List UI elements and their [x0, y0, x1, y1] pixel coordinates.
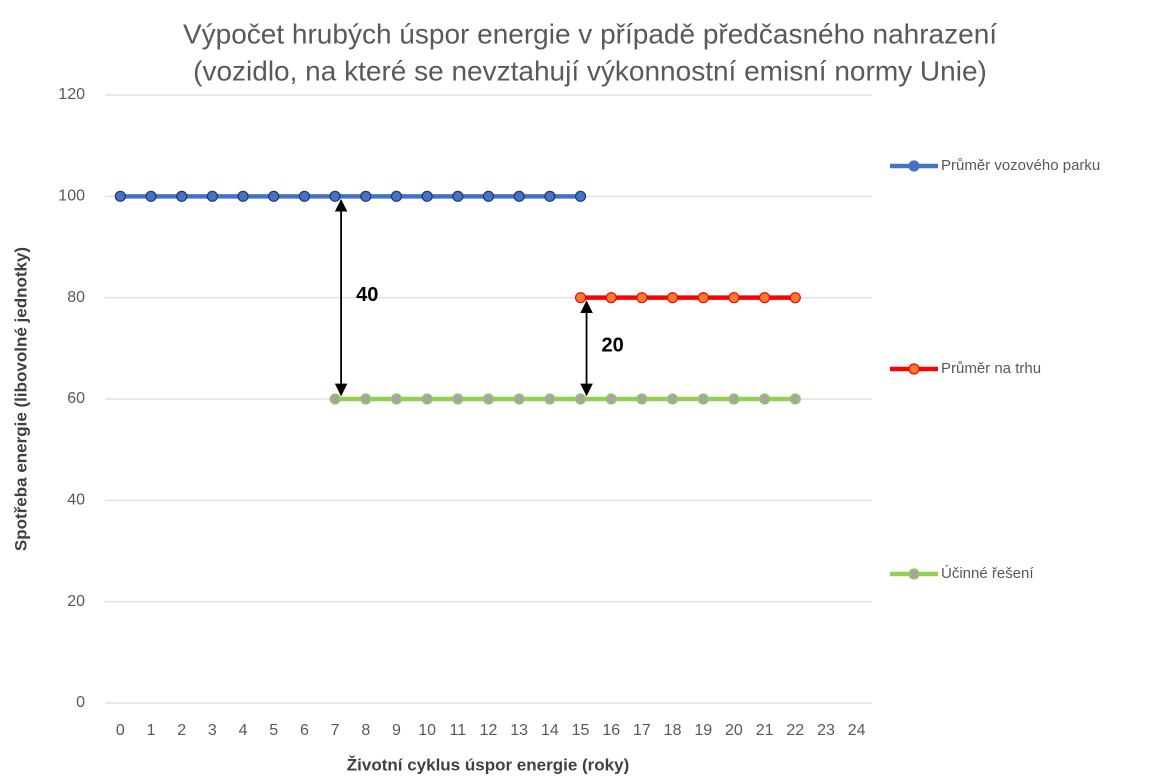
y-tick-label: 20	[67, 593, 85, 610]
data-point	[666, 292, 679, 304]
data-point	[544, 393, 556, 405]
y-tick-label: 120	[58, 86, 85, 103]
data-point	[759, 292, 771, 304]
data-point	[697, 292, 709, 304]
y-axis-title: Spotřeba energie (libovolné jednotky)	[11, 247, 30, 551]
legend-label: Průměr vozového parku	[941, 157, 1100, 174]
data-point	[145, 190, 157, 202]
data-point	[789, 393, 801, 405]
data-point	[482, 393, 495, 405]
data-point	[513, 393, 525, 405]
data-point	[697, 393, 709, 405]
data-point	[728, 393, 740, 405]
legend-marker	[908, 160, 920, 172]
data-point	[452, 393, 464, 405]
data-point	[605, 393, 617, 405]
data-point	[759, 393, 771, 405]
data-point	[176, 190, 188, 202]
data-point	[452, 190, 464, 202]
data-point	[329, 393, 341, 405]
legend-label: Průměr na trhu	[941, 360, 1041, 377]
legend-label: Účinné řešení	[941, 565, 1034, 582]
data-point	[636, 393, 648, 405]
data-point	[421, 393, 433, 405]
x-tick-label: 2	[177, 722, 186, 739]
chart-title: (vozidlo, na které se nevztahují výkonno…	[193, 55, 987, 86]
data-point	[636, 292, 648, 304]
legend-marker	[908, 568, 920, 580]
x-tick-label: 11	[450, 722, 467, 739]
chart-title: Výpočet hrubých úspor energie v případě …	[183, 18, 997, 49]
x-tick-label: 19	[694, 722, 712, 739]
data-point	[298, 190, 311, 202]
x-tick-label: 16	[602, 722, 620, 739]
x-axis-title: Životní cyklus úspor energie (roky)	[347, 755, 629, 774]
x-tick-label: 7	[331, 722, 340, 739]
data-point	[513, 190, 525, 202]
data-point	[268, 190, 280, 202]
y-tick-label: 100	[58, 188, 85, 205]
data-point	[329, 190, 341, 202]
x-tick-label: 12	[480, 722, 498, 739]
data-point	[574, 292, 587, 304]
x-tick-label: 3	[208, 722, 217, 739]
x-tick-label: 0	[116, 722, 125, 739]
x-tick-label: 21	[756, 722, 774, 739]
annotation-label: 40	[356, 284, 378, 306]
data-point	[605, 292, 617, 304]
data-point	[206, 190, 218, 202]
x-tick-label: 13	[510, 722, 528, 739]
data-point	[360, 393, 372, 405]
x-tick-label: 15	[572, 722, 590, 739]
data-point	[390, 393, 403, 405]
x-tick-label: 10	[418, 722, 436, 739]
x-tick-label: 5	[269, 722, 278, 739]
x-tick-label: 4	[239, 722, 248, 739]
data-point	[789, 292, 801, 304]
data-point	[421, 190, 433, 202]
x-tick-label: 18	[664, 722, 682, 739]
x-tick-label: 22	[786, 722, 804, 739]
data-point	[574, 190, 587, 202]
x-tick-label: 14	[541, 722, 559, 739]
data-point	[544, 190, 556, 202]
x-tick-label: 9	[392, 722, 401, 739]
x-tick-label: 20	[725, 722, 743, 739]
data-point	[666, 393, 679, 405]
data-point	[482, 190, 495, 202]
x-tick-label: 8	[361, 722, 370, 739]
x-tick-label: 23	[817, 722, 835, 739]
y-tick-label: 60	[67, 390, 85, 407]
data-point	[114, 190, 126, 202]
data-point	[728, 292, 740, 304]
x-tick-label: 6	[300, 722, 309, 739]
y-tick-label: 80	[67, 289, 85, 306]
data-point	[360, 190, 372, 202]
data-point	[574, 393, 587, 405]
y-tick-label: 40	[67, 492, 85, 509]
y-tick-label: 0	[76, 694, 85, 711]
x-tick-label: 17	[633, 722, 651, 739]
x-tick-label: 24	[848, 722, 866, 739]
x-tick-label: 1	[147, 722, 156, 739]
annotation-label: 20	[602, 335, 624, 357]
data-point	[237, 190, 249, 202]
data-point	[390, 190, 403, 202]
legend-marker	[908, 363, 920, 375]
